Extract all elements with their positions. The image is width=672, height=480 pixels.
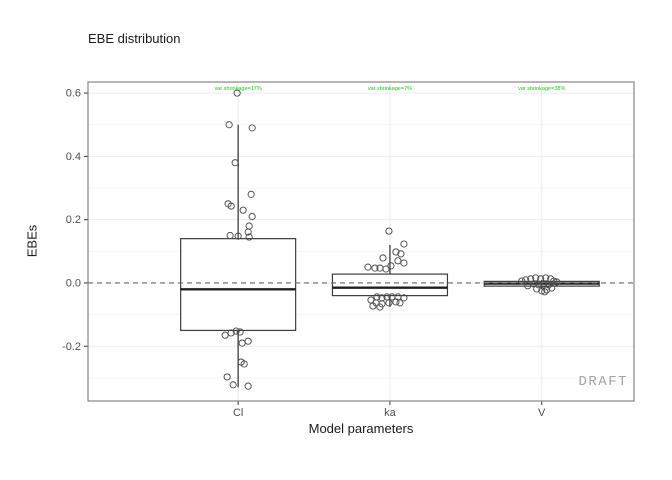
data-point-ka: [397, 250, 405, 258]
x-tick-label-ka: ka: [384, 407, 397, 419]
shrinkage-annotation-ka: var shrinkage=7%: [368, 86, 412, 92]
data-point-Cl: [247, 190, 255, 198]
data-point-V: [533, 285, 541, 293]
data-point-Cl: [232, 327, 240, 335]
data-point-ka: [400, 294, 408, 302]
data-point-ka: [400, 240, 408, 248]
x-tick-label-V: V: [538, 407, 546, 419]
data-point-Cl: [248, 124, 256, 132]
data-point-ka: [394, 257, 402, 265]
data-point-Cl: [244, 337, 252, 345]
shrinkage-annotation-V: var shrinkage=38%: [518, 86, 565, 92]
data-point-ka: [382, 265, 390, 273]
data-point-V: [524, 282, 532, 290]
data-point-Cl: [236, 328, 244, 336]
data-point-Cl: [239, 206, 247, 214]
data-point-V: [541, 288, 549, 296]
data-point-V: [553, 278, 561, 286]
data-point-ka: [371, 264, 379, 272]
data-point-ka: [364, 263, 372, 271]
y-tick-label: 0.0: [66, 277, 81, 289]
panel-border: [87, 81, 635, 402]
draft-watermark: DRAFT: [578, 374, 628, 390]
y-tick-label: 0.2: [66, 214, 81, 226]
data-point-Cl: [231, 159, 239, 167]
y-tick-label: -0.2: [62, 341, 81, 353]
data-point-Cl: [229, 381, 237, 389]
data-point-ka: [376, 303, 384, 311]
data-point-Cl: [248, 212, 256, 221]
y-tick-label: 0.4: [66, 151, 81, 163]
data-point-ka: [379, 254, 387, 262]
data-point-V: [535, 281, 543, 289]
data-point-Cl: [245, 233, 253, 241]
data-point-V: [518, 277, 526, 285]
boxplot-box-Cl: [180, 238, 297, 332]
data-point-ka: [392, 298, 400, 306]
chart-title: EBE distribution: [88, 31, 181, 46]
data-point-ka: [385, 299, 393, 307]
data-point-ka: [369, 302, 377, 310]
data-point-V: [548, 284, 556, 292]
data-point-Cl: [240, 360, 248, 368]
data-point-ka: [392, 248, 400, 256]
boxplot-box-ka: [331, 273, 449, 297]
data-point-ka: [396, 299, 404, 307]
data-point-V: [538, 287, 546, 295]
x-tick-label-Cl: Cl: [233, 407, 243, 419]
data-point-Cl: [221, 331, 229, 339]
data-point-Cl: [223, 373, 231, 381]
data-point-Cl: [244, 228, 252, 236]
data-point-Cl: [226, 231, 234, 240]
data-point-Cl: [234, 232, 242, 240]
y-tick-label: 0.6: [66, 88, 81, 100]
data-point-V: [527, 275, 535, 283]
data-point-V: [543, 286, 551, 294]
data-point-Cl: [244, 382, 252, 390]
data-point-V: [550, 277, 558, 285]
plot-panel: [88, 82, 634, 401]
data-point-ka: [387, 262, 395, 270]
y-axis-title: EBEs: [24, 224, 40, 258]
data-point-ka: [385, 227, 393, 235]
data-point-V: [540, 280, 548, 288]
shrinkage-annotation-Cl: var shrinkage=17%: [215, 86, 262, 92]
data-point-Cl: [227, 329, 235, 337]
data-point-Cl: [225, 121, 233, 129]
data-point-Cl: [227, 202, 235, 210]
data-point-ka: [400, 259, 408, 267]
data-point-Cl: [233, 89, 241, 97]
x-axis-title: Model parameters: [308, 421, 414, 436]
